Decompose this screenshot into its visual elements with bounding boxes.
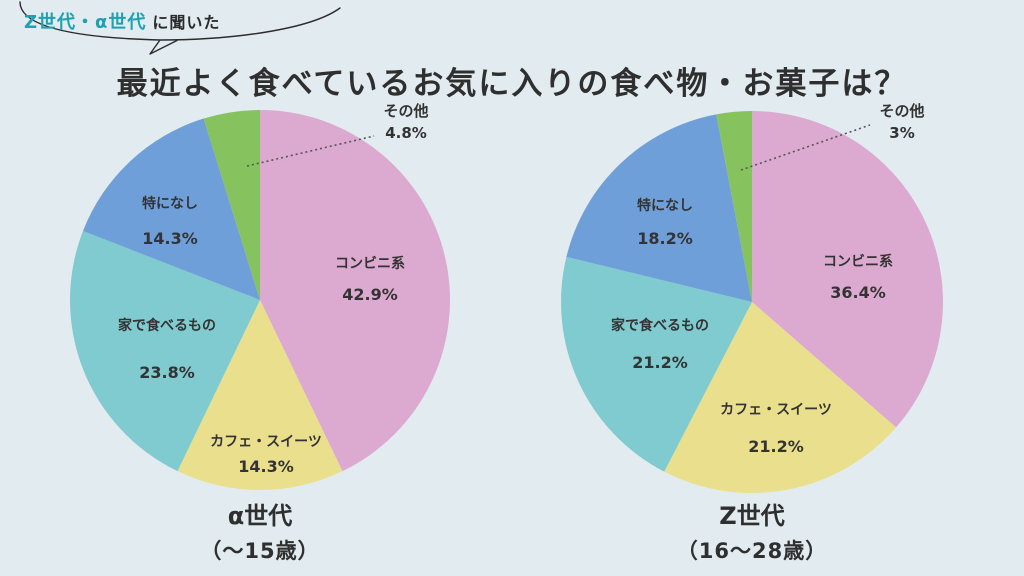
other-leader-line [246, 135, 375, 167]
pie-slice-alpha-2 [70, 230, 261, 472]
chart-caption-alpha: α世代 （〜15歳） [130, 500, 390, 570]
pie-slice-z-1 [664, 302, 897, 493]
slice-value-label: 14.3% [238, 457, 294, 476]
kicker-highlight: Z世代・α世代 [24, 12, 147, 33]
pie-slice-z-4 [716, 111, 752, 302]
slice-value-label: 3% [889, 124, 914, 142]
slice-value-label: 23.8% [139, 363, 195, 382]
slice-value-label: 18.2% [637, 229, 693, 248]
slice-category-label: 家で食べるもの [611, 317, 709, 334]
slice-value-label: 36.4% [830, 283, 886, 302]
kicker-suffix: に聞いた [152, 13, 221, 32]
slice-value-label: 21.2% [632, 353, 688, 372]
slice-category-label: カフェ・スイーツ [720, 402, 832, 418]
chart-group-range: （〜15歳） [200, 539, 320, 563]
speech-bubble-outline [19, 1, 341, 55]
page-title: 最近よく食べているお気に入りの食べ物・お菓子は？ [116, 66, 908, 102]
slice-category-label: 特になし [637, 197, 693, 214]
pie-slice-alpha-0 [260, 110, 450, 472]
pie-slice-alpha-3 [82, 118, 261, 300]
pie-slice-z-3 [566, 114, 752, 302]
slice-category-label: 家で食べるもの [118, 317, 216, 334]
chart-group-range: （16〜28歳） [676, 539, 828, 563]
kicker-bubble: Z世代・α世代 に聞いた [10, 0, 370, 58]
chart-group-name: Z世代 [719, 502, 785, 530]
slice-category-label: カフェ・スイーツ [210, 434, 322, 450]
slice-value-label: 4.8% [385, 124, 427, 142]
pie-slice-z-2 [561, 256, 752, 472]
slice-category-label: コンビニ系 [335, 255, 405, 272]
slice-category-label: コンビニ系 [823, 253, 893, 270]
slice-value-label: 21.2% [748, 437, 804, 456]
slice-value-label: 42.9% [342, 285, 398, 304]
other-leader-line [740, 124, 871, 171]
slice-value-label: 14.3% [142, 229, 198, 248]
slice-category-label: 特になし [142, 195, 198, 212]
slice-category-label: その他 [879, 102, 924, 120]
pie-slice-alpha-1 [177, 300, 343, 490]
chart-group-name: α世代 [227, 502, 293, 530]
pie-slice-alpha-4 [203, 110, 260, 300]
kicker-text: Z世代・α世代 に聞いた [24, 8, 220, 34]
pie-slice-z-0 [752, 111, 943, 428]
slice-category-label: その他 [383, 102, 428, 120]
chart-caption-z: Z世代 （16〜28歳） [622, 500, 882, 570]
